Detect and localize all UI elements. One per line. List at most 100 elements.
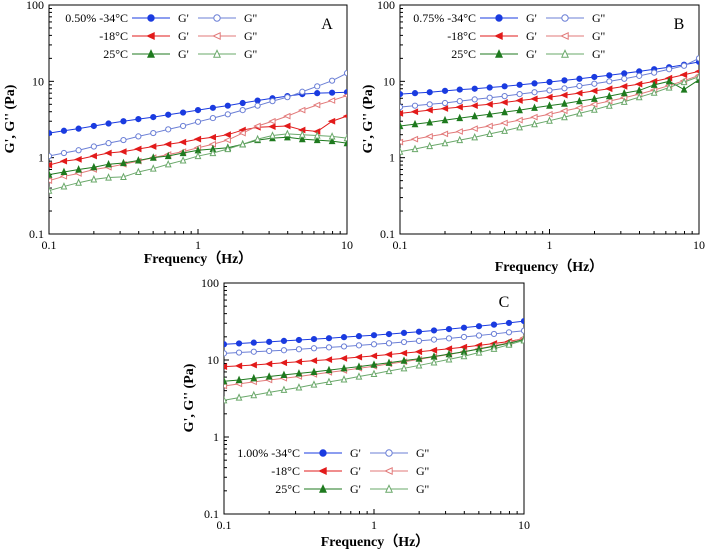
data-point — [310, 380, 318, 388]
data-point — [576, 82, 583, 90]
data-point — [604, 85, 613, 93]
data-point — [400, 364, 408, 372]
data-point — [445, 355, 453, 363]
legend-label: 25°C — [451, 47, 476, 61]
data-point — [224, 376, 228, 385]
data-point — [239, 99, 246, 107]
data-point — [490, 344, 498, 352]
data-point — [135, 116, 142, 123]
data-point — [619, 82, 628, 90]
data-point — [415, 361, 423, 369]
data-point — [441, 115, 449, 124]
data-point — [666, 66, 673, 73]
data-point — [59, 157, 68, 165]
x-tick-label: 1 — [371, 518, 377, 532]
data-point — [370, 341, 378, 348]
data-point — [411, 144, 419, 153]
x-tick-label: 0.1 — [393, 238, 408, 252]
data-point — [385, 358, 393, 366]
data-point — [49, 152, 53, 160]
data-point — [135, 167, 142, 176]
y-tick-label: 100 — [377, 0, 395, 12]
data-point — [440, 105, 449, 112]
data-point — [516, 105, 523, 114]
data-point — [425, 106, 433, 114]
x-tick-label: 0.1 — [217, 518, 232, 532]
data-point — [441, 99, 449, 107]
data-point — [165, 126, 172, 133]
data-point — [250, 348, 257, 355]
data-point — [104, 149, 112, 157]
legend-modulus: G'' — [416, 482, 429, 496]
data-point — [295, 336, 303, 344]
data-point — [486, 129, 494, 137]
data-point — [561, 112, 568, 121]
legend-modulus: G' — [526, 11, 537, 25]
data-point — [325, 335, 333, 342]
data-point — [249, 361, 257, 369]
legend: 0.50% -34°C G' G'' -18°C G' G'' 25°C G' G'' — [65, 11, 257, 61]
legend-modulus: G' — [178, 47, 189, 61]
data-point — [546, 87, 553, 94]
data-point — [224, 382, 228, 390]
data-point — [224, 363, 228, 371]
series-minus18c-storage — [400, 69, 699, 117]
legend-modulus: G'' — [416, 446, 429, 460]
data-point — [531, 119, 538, 128]
legend-marker — [495, 14, 503, 22]
legend-marker — [319, 449, 327, 457]
data-point — [134, 145, 142, 153]
data-point — [328, 132, 336, 140]
legend-label: 1.00% -34°C — [237, 446, 300, 460]
data-point — [224, 395, 228, 404]
plot-frame — [223, 282, 525, 515]
panel-letter: A — [321, 16, 333, 33]
data-point — [266, 338, 273, 345]
data-point — [430, 358, 438, 366]
data-point — [149, 153, 157, 161]
data-point — [400, 356, 408, 364]
data-point — [343, 133, 347, 142]
data-point — [354, 353, 363, 361]
data-point — [193, 135, 202, 143]
data-point — [343, 138, 347, 147]
data-point — [327, 97, 336, 104]
data-point — [575, 104, 583, 112]
plot-area — [49, 70, 347, 194]
data-point — [234, 362, 243, 370]
series-25c-loss — [224, 336, 524, 404]
data-point — [475, 332, 483, 339]
data-point — [194, 151, 202, 160]
data-point — [150, 129, 157, 137]
data-point — [445, 335, 453, 342]
data-point — [60, 127, 68, 134]
data-point — [209, 148, 217, 157]
data-point — [561, 99, 568, 107]
data-point — [545, 93, 553, 101]
data-point — [621, 70, 628, 77]
data-point — [295, 369, 303, 377]
data-point — [328, 89, 336, 96]
data-point — [470, 125, 478, 133]
data-point — [309, 357, 318, 365]
legend-marker — [385, 449, 393, 457]
data-point — [456, 135, 464, 144]
data-point — [283, 122, 291, 130]
data-point — [250, 390, 258, 399]
legend-marker — [385, 484, 393, 493]
legend-modulus: G'' — [244, 47, 257, 61]
data-point — [179, 156, 187, 164]
data-point — [606, 78, 613, 85]
data-point — [561, 85, 568, 92]
data-point — [444, 345, 453, 353]
data-point — [530, 95, 538, 103]
data-point — [280, 337, 288, 345]
data-point — [575, 89, 583, 97]
data-point — [310, 335, 318, 343]
legend-modulus: G'' — [592, 29, 605, 43]
data-point — [591, 80, 598, 87]
data-point — [695, 72, 699, 80]
data-point — [560, 107, 568, 115]
data-point — [119, 148, 127, 156]
data-point — [269, 131, 276, 139]
